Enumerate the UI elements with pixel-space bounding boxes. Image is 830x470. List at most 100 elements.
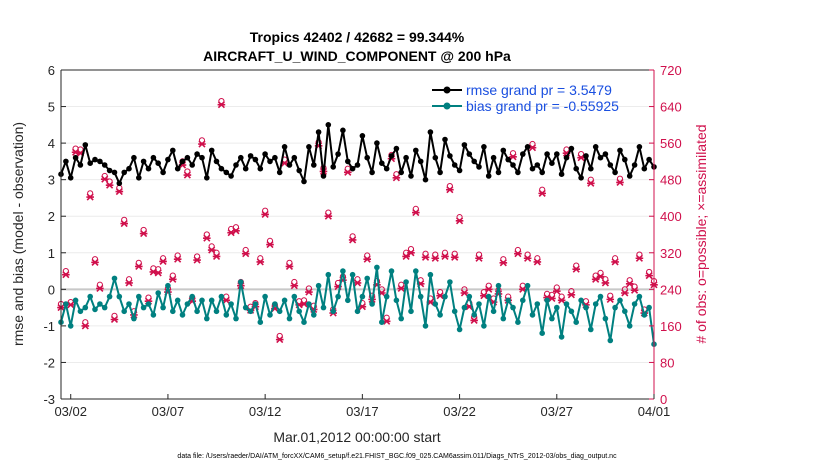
x-axis-label: Mar.01,2012 00:00:00 start — [273, 429, 440, 445]
obs-assimilated-point — [567, 291, 576, 299]
rmse-point — [291, 154, 298, 161]
bias-point — [160, 304, 166, 311]
bias-point — [72, 297, 79, 304]
obs-assimilated-point — [460, 289, 469, 297]
bias-point — [97, 301, 103, 307]
rmse-point — [257, 165, 264, 172]
rmse-point — [77, 162, 84, 168]
bias-point — [345, 297, 351, 304]
rmse-point — [573, 165, 579, 172]
obs-assimilated-point — [548, 294, 556, 303]
y2-axis-label: # of obs: o=possible; ×=assimilated — [693, 124, 709, 343]
rmse-point — [126, 165, 132, 172]
bias-point — [238, 279, 244, 285]
rmse-point — [218, 165, 225, 172]
rmse-point — [588, 165, 594, 172]
obs-assimilated-point — [552, 287, 561, 295]
y2-tick-label-7: 560 — [660, 136, 682, 151]
rmse-point — [534, 162, 541, 168]
rmse-point — [320, 173, 327, 179]
bias-point — [131, 315, 137, 322]
obs-assimilated-point — [538, 189, 547, 197]
legend-bias-marker — [443, 102, 451, 110]
obs-assimilated-point — [557, 296, 566, 304]
rmse-point — [335, 151, 341, 157]
obs-assimilated-point — [168, 275, 177, 283]
bias-point — [597, 293, 604, 300]
rmse-point — [194, 151, 200, 157]
y-tick-label-9: 6 — [48, 63, 55, 78]
bias-point — [174, 297, 181, 304]
rmse-point — [87, 160, 93, 166]
bias-point — [626, 323, 633, 329]
rmse-point — [544, 151, 550, 157]
rmse-point — [325, 122, 332, 128]
rmse-point — [481, 144, 487, 150]
rmse-point — [315, 129, 322, 135]
rmse-point — [636, 144, 643, 150]
obs-assimilated-point — [577, 154, 585, 162]
bias-point — [442, 293, 448, 300]
rmse-point — [92, 156, 98, 163]
bias-point — [140, 304, 147, 311]
bias-point — [490, 308, 497, 315]
rmse-point — [330, 164, 337, 170]
y-tick-label-3: 0 — [48, 282, 55, 297]
rmse-point — [160, 169, 166, 176]
rmse-point — [500, 147, 507, 154]
rmse-point — [116, 180, 123, 187]
y-tick-label-4: 1 — [48, 246, 55, 261]
bias-point — [485, 293, 492, 300]
obs-assimilated-point — [154, 269, 163, 277]
rmse-point — [413, 147, 419, 154]
bias-point — [204, 315, 210, 322]
rmse-point — [447, 153, 453, 159]
y-tick-label-6: 3 — [48, 173, 55, 188]
bias-point — [242, 304, 249, 311]
obs-assimilated-point — [275, 336, 284, 344]
obs-assimilated-point — [596, 272, 605, 281]
obs-assimilated-point — [446, 186, 454, 194]
rmse-point — [179, 158, 186, 165]
obs-assimilated-point — [484, 285, 493, 293]
bias-point — [272, 301, 278, 307]
bias-point — [369, 301, 375, 307]
bias-point — [408, 308, 414, 315]
bias-point — [471, 312, 478, 318]
rmse-point — [485, 173, 492, 179]
obs-assimilated-point — [266, 240, 274, 249]
x-tick-label-5: 03/27 — [541, 404, 574, 419]
obs-assimilated-point — [115, 187, 124, 196]
rmse-point — [490, 154, 497, 161]
rmse-point — [349, 165, 356, 172]
obs-assimilated-point — [392, 174, 401, 182]
obs-assimilated-point — [645, 272, 653, 280]
x-tick-label-6: 04/01 — [638, 404, 671, 419]
bias-point — [194, 308, 200, 315]
rmse-point — [597, 154, 604, 161]
obs-assimilated-point — [125, 279, 133, 287]
obs-assimilated-point — [412, 209, 420, 217]
rmse-point — [466, 151, 473, 157]
bias-point — [252, 301, 259, 307]
bias-point — [150, 312, 157, 318]
rmse-point — [121, 169, 127, 176]
obs-assimilated-point — [616, 178, 624, 186]
bias-point — [228, 301, 234, 307]
rmse-point — [476, 164, 482, 170]
rmse-point — [140, 158, 147, 165]
rmse-point — [388, 153, 395, 159]
obs-assimilated-point — [431, 254, 440, 262]
bias-point — [573, 319, 579, 326]
bias-point — [311, 312, 317, 318]
rmse-point — [262, 151, 268, 157]
bias-point — [247, 308, 254, 315]
bias-point — [476, 301, 482, 307]
obs-assimilated-point — [261, 210, 269, 218]
bias-point — [340, 268, 346, 274]
obs-assimilated-point — [110, 315, 119, 324]
obs-assimilated-point — [441, 252, 449, 260]
rmse-point — [306, 144, 312, 150]
obs-assimilated-point — [402, 252, 410, 260]
bias-point — [286, 315, 293, 322]
